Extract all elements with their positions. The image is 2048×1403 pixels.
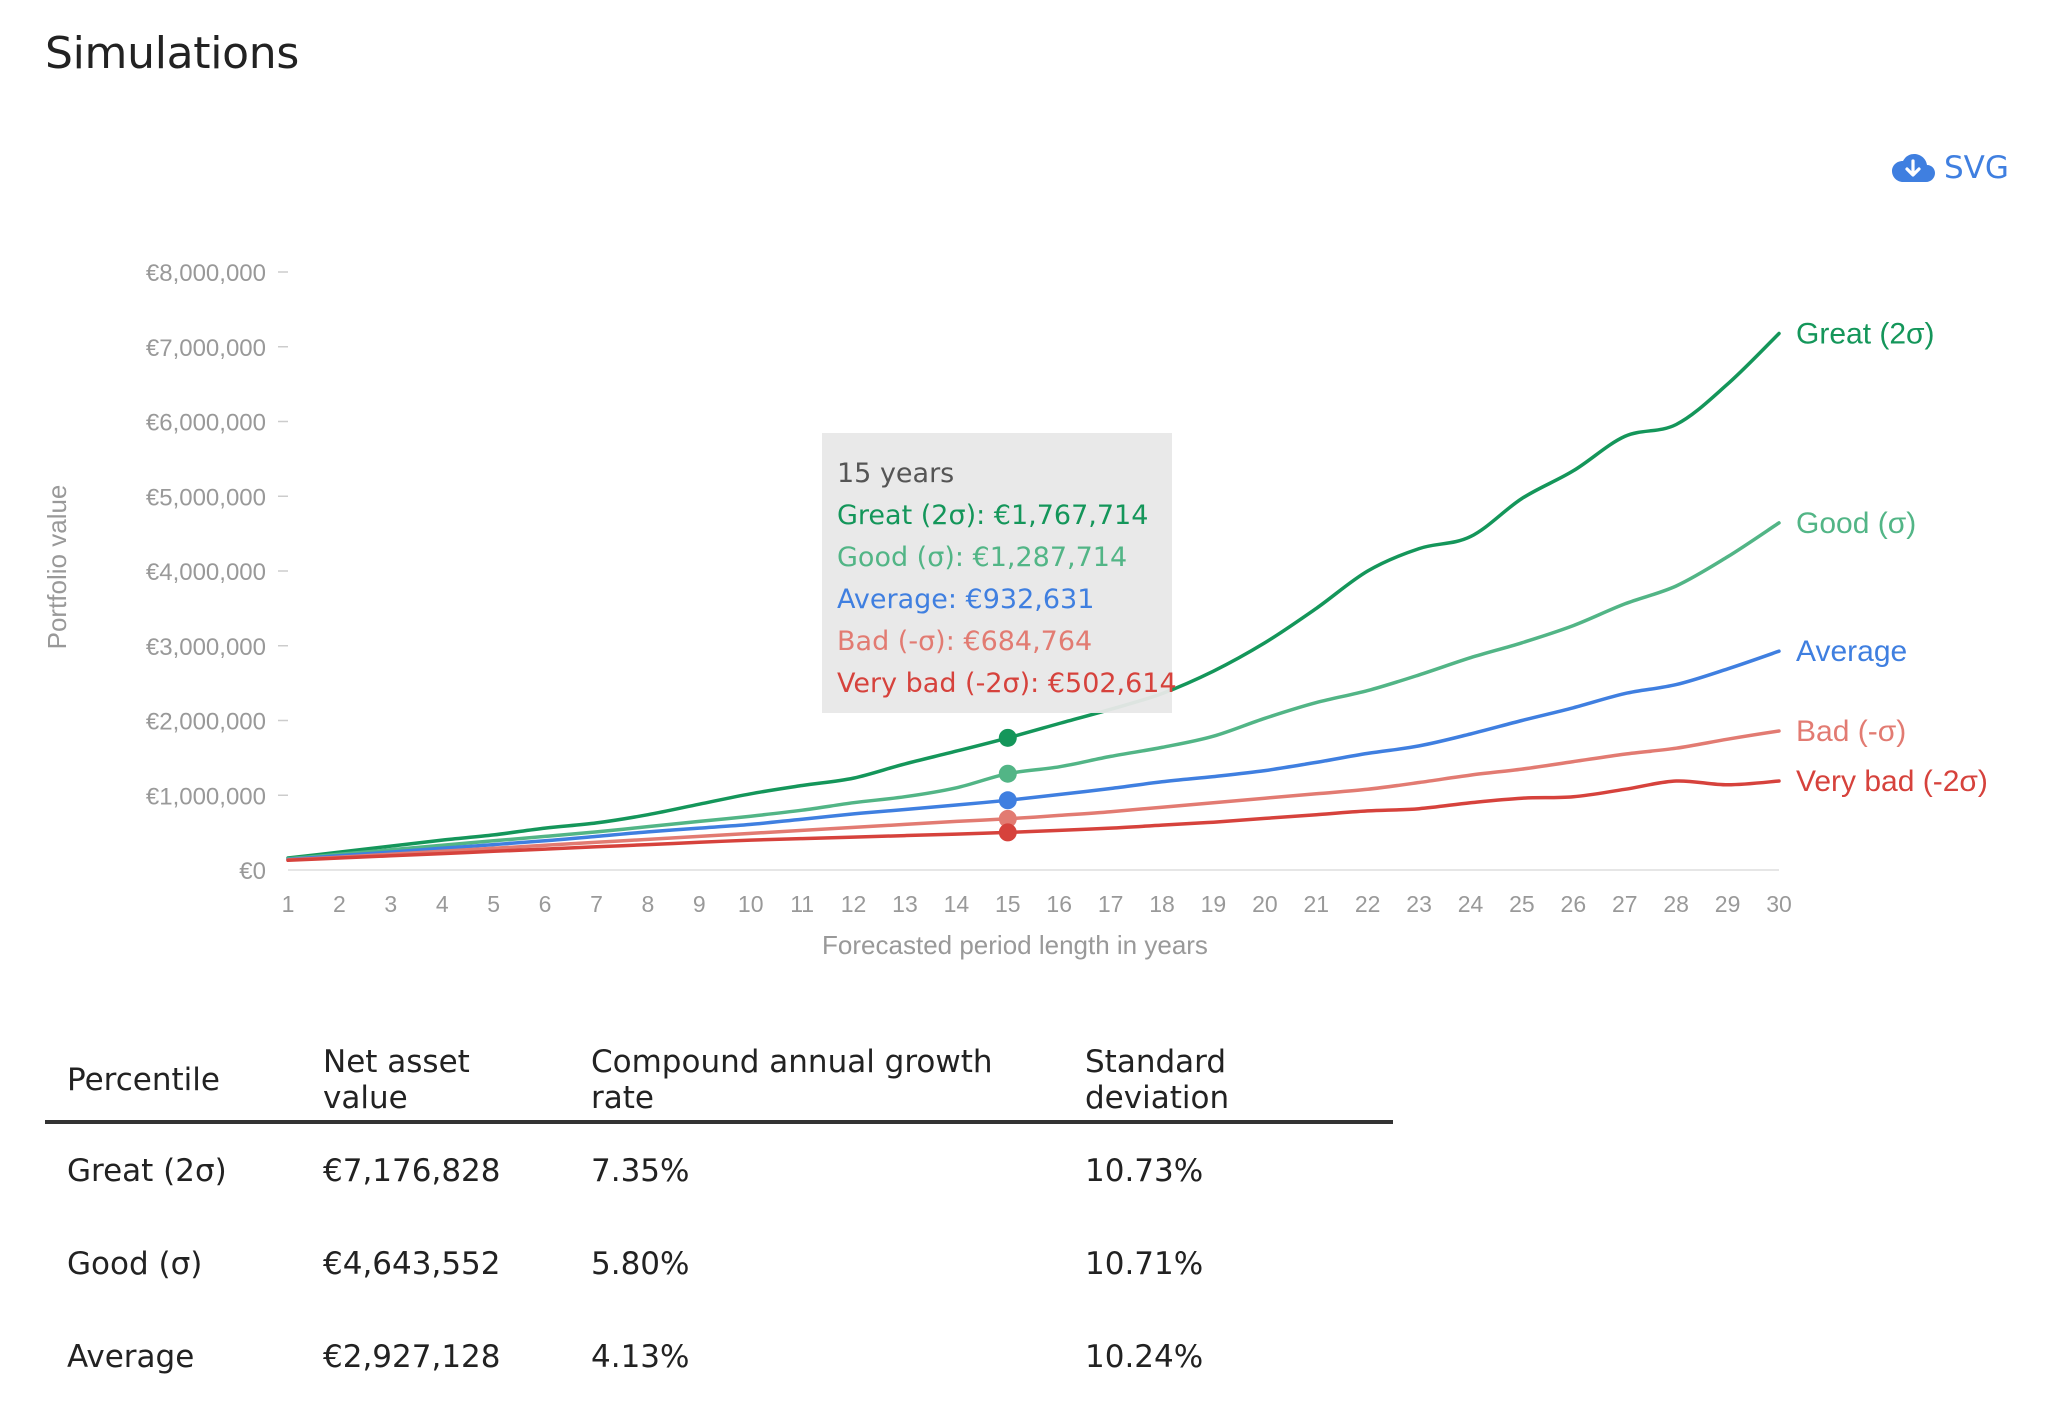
cell-percentile: Great (2σ) [67,1152,227,1189]
series-end-label: Great (2σ) [1796,318,1935,351]
x-tick-label: 19 [1201,891,1227,917]
x-tick-label: 23 [1406,891,1432,917]
x-tick-label: 30 [1766,891,1792,917]
x-tick-label: 18 [1149,891,1175,917]
simulation-chart: €0 €1,000,000 €2,000,000 €3,000,000 €4,000,0… [42,260,1988,960]
x-tick-label: 29 [1715,891,1741,917]
x-tick-label: 27 [1612,891,1638,917]
y-tick-label: €8,000,000 [146,260,266,287]
y-tick-label: €1,000,000 [146,783,266,810]
tooltip-row-great: Great (2σ): €1,767,714 [837,500,1149,531]
download-svg-label: SVG [1944,150,2009,186]
x-tick-label: 13 [892,891,918,917]
cell-net-asset-value: €7,176,828 [323,1152,501,1189]
header-percentile: Percentile [45,1040,301,1124]
cell-standard-deviation: 10.73% [1085,1152,1204,1189]
y-axis: €0 €1,000,000 €2,000,000 €3,000,000 €4,000,0… [146,260,288,885]
page-title: Simulations [45,28,299,79]
series-end-label: Very bad (-2σ) [1796,765,1988,798]
series-line [286,649,1781,862]
cell-net-asset-value: €2,927,128 [323,1338,501,1375]
x-tick-label: 26 [1561,891,1587,917]
header-standard-deviation: Standard deviation [1063,1040,1393,1124]
tooltip-row-good: Good (σ): €1,287,714 [837,542,1128,573]
x-tick-label: 1 [282,891,295,917]
highlight-point [998,809,1017,828]
download-svg-button[interactable]: SVG [1890,150,2009,186]
x-tick-label: 16 [1046,891,1072,917]
y-tick-label: €7,000,000 [146,335,266,362]
x-tick-label: 7 [590,891,603,917]
tooltip-row-average: Average: €932,631 [837,584,1095,615]
series-end-label: Good (σ) [1796,507,1916,540]
x-tick-label: 8 [641,891,654,917]
x-tick-label: 4 [436,891,449,917]
cloud-download-icon [1892,154,1935,182]
series-end-label: Average [1796,635,1907,668]
table-row: Great (2σ) €7,176,828 7.35% 10.73% [45,1122,1393,1217]
x-tick-label: 24 [1458,891,1484,917]
header-cagr: Compound annual growth rate [569,1040,1063,1124]
series-line [286,521,1781,861]
y-tick-label: €4,000,000 [146,559,266,586]
x-tick-label: 14 [944,891,970,917]
series-end-labels: Great (2σ) Good (σ) Average Bad (-σ) Very ba… [1796,318,1988,799]
x-tick-label: 2 [333,891,346,917]
x-tick-label: 6 [539,891,552,917]
highlight-markers [998,728,1017,842]
table-row: Average €2,927,128 4.13% 10.24% [45,1310,1393,1403]
y-tick-label: €5,000,000 [146,484,266,511]
cell-cagr: 5.80% [591,1245,690,1282]
table-row: Good (σ) €4,643,552 5.80% 10.71% [45,1217,1393,1310]
x-tick-label: 15 [995,891,1021,917]
chart-tooltip: 15 years Great (2σ): €1,767,714 Good (σ)… [822,433,1177,713]
highlight-point [998,791,1017,810]
series-line [286,729,1781,862]
series-end-label: Bad (-σ) [1796,715,1906,748]
x-tick-label: 28 [1663,891,1689,917]
cell-standard-deviation: 10.71% [1085,1245,1204,1282]
cell-percentile: Good (σ) [67,1245,203,1282]
cell-cagr: 4.13% [591,1338,690,1375]
x-tick-label: 11 [790,891,814,917]
y-tick-label: €2,000,000 [146,709,266,736]
tooltip-title: 15 years [837,458,955,489]
simulation-results-table: Percentile Net asset value Compound annu… [45,1040,1393,1403]
x-tick-label: 10 [738,891,764,917]
cell-percentile: Average [67,1338,195,1375]
y-tick-label: €0 [239,858,266,885]
series-lines [286,331,1781,863]
highlight-point [998,764,1017,783]
x-tick-label: 12 [841,891,867,917]
y-tick-label: €6,000,000 [146,410,266,437]
x-tick-label: 22 [1355,891,1381,917]
tooltip-row-very-bad: Very bad (-2σ): €502,614 [837,668,1177,699]
x-axis-label: Forecasted period length in years [822,930,1208,960]
highlight-point [998,823,1017,842]
x-tick-label: 3 [384,891,397,917]
series-line [286,331,1781,860]
y-axis-label: Portfolio value [42,485,72,650]
x-tick-label: 17 [1098,891,1124,917]
x-tick-label: 25 [1509,891,1535,917]
cell-net-asset-value: €4,643,552 [323,1245,501,1282]
y-tick-label: €3,000,000 [146,634,266,661]
header-net-asset-value: Net asset value [301,1040,569,1124]
x-tick-label: 9 [693,891,706,917]
x-tick-label: 20 [1252,891,1278,917]
series-line [286,779,1781,863]
cell-standard-deviation: 10.24% [1085,1338,1204,1375]
cell-cagr: 7.35% [591,1152,690,1189]
highlight-point [998,728,1017,747]
x-tick-label: 21 [1303,891,1329,917]
x-tick-label: 5 [487,891,500,917]
x-axis: 1 2 3 4 5 6 7 8 9 10 11 12 13 14 15 16 17 18 19 20 21 22 23 24 2… [282,869,1792,917]
tooltip-row-bad: Bad (-σ): €684,764 [837,626,1093,657]
table-header-row: Percentile Net asset value Compound annu… [45,1040,1393,1124]
